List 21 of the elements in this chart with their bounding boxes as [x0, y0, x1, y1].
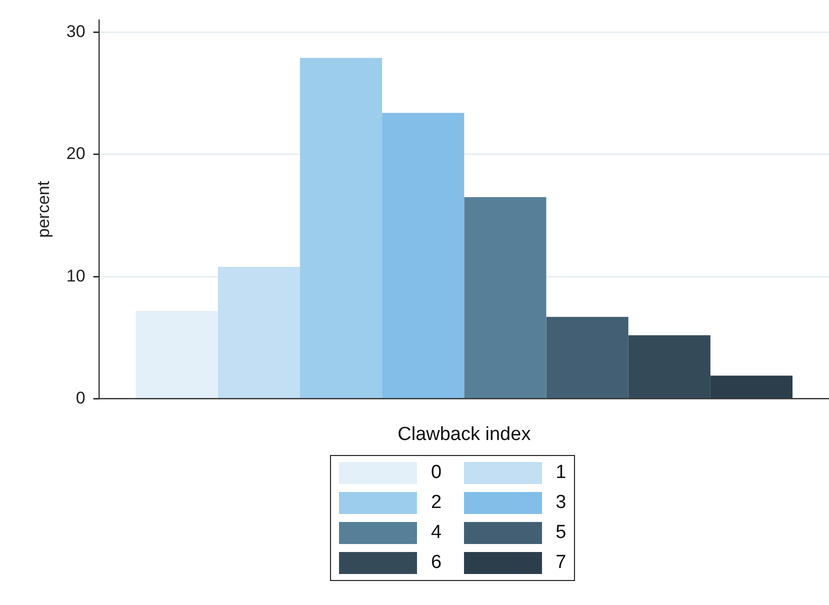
- bar: [464, 197, 546, 398]
- y-axis-title: percent: [34, 180, 53, 238]
- y-tick-label: 30: [66, 22, 86, 41]
- bar: [218, 266, 300, 398]
- bar: [300, 58, 382, 398]
- bar: [382, 112, 464, 398]
- legend-label: 1: [556, 462, 566, 484]
- legend-label: 3: [556, 492, 566, 514]
- legend-label: 4: [431, 522, 442, 544]
- legend-label: 7: [556, 552, 566, 574]
- x-axis-title: Clawback index: [398, 424, 532, 445]
- y-tick-label: 10: [66, 266, 86, 286]
- legend-label: 0: [431, 462, 442, 484]
- bar: [628, 335, 710, 398]
- bar: [710, 376, 793, 398]
- y-tick-label: 20: [66, 144, 86, 164]
- legend-label: 2: [431, 492, 442, 514]
- y-tick-label: 0: [76, 388, 86, 408]
- legend-label: 6: [431, 552, 442, 574]
- bar: [546, 316, 628, 398]
- legend-label: 5: [556, 522, 566, 544]
